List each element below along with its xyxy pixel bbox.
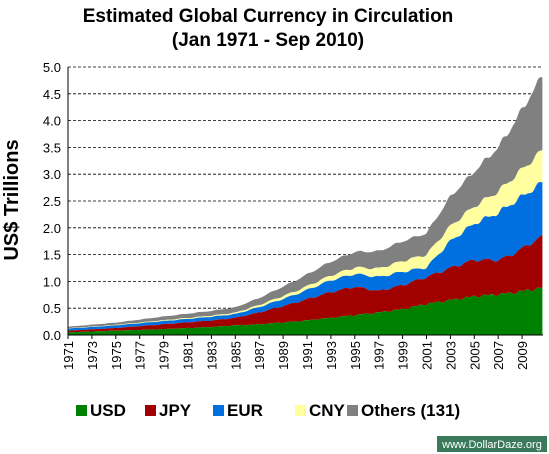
legend: USD JPY EUR CNY Others (131) bbox=[76, 401, 460, 420]
y-axis-label: US$ Trillions bbox=[1, 139, 23, 260]
x-tick-label: 2009 bbox=[515, 341, 530, 370]
y-tick-label: 5.0 bbox=[43, 60, 61, 75]
x-tick-label: 1981 bbox=[180, 341, 195, 370]
y-tick-label: 0.0 bbox=[43, 328, 61, 343]
x-tick-label: 2005 bbox=[467, 341, 482, 370]
y-tick-label: 3.0 bbox=[43, 167, 61, 182]
y-tick-label: 1.0 bbox=[43, 274, 61, 289]
x-tick-label: 1999 bbox=[396, 341, 411, 370]
x-tick-label: 1979 bbox=[157, 341, 172, 370]
legend-swatch bbox=[76, 405, 87, 416]
legend-swatch bbox=[213, 405, 224, 416]
x-tick-label: 1973 bbox=[85, 341, 100, 370]
x-tick-label: 1991 bbox=[300, 341, 315, 370]
x-tick-label: 1993 bbox=[324, 341, 339, 370]
legend-swatch bbox=[145, 405, 156, 416]
x-tick-label: 1987 bbox=[252, 341, 267, 370]
x-tick-label: 2003 bbox=[443, 341, 458, 370]
chart-subtitle: (Jan 1971 - Sep 2010) bbox=[172, 30, 364, 51]
axes bbox=[67, 67, 543, 336]
x-tick-label: 2007 bbox=[491, 341, 506, 370]
x-tick-label: 1975 bbox=[109, 341, 124, 370]
legend-label: USD bbox=[90, 401, 126, 420]
area-eur bbox=[68, 182, 543, 331]
area-cny bbox=[68, 150, 543, 329]
legend-label: CNY bbox=[309, 401, 346, 420]
legend-swatch bbox=[295, 405, 306, 416]
x-tick-label: 1997 bbox=[372, 341, 387, 370]
x-tick-label: 2001 bbox=[419, 341, 434, 370]
x-tick-label: 1971 bbox=[61, 341, 76, 370]
legend-label: JPY bbox=[159, 401, 192, 420]
area-usd bbox=[68, 287, 543, 335]
x-tick-label: 1989 bbox=[276, 341, 291, 370]
y-tick-label: 0.5 bbox=[43, 301, 61, 316]
y-tick-labels: 0.0 0.5 1.0 1.5 2.0 2.5 3.0 3.5 4.0 4.5 5.0 bbox=[43, 60, 61, 343]
y-tick-label: 1.5 bbox=[43, 248, 61, 263]
x-tick-labels: 1971 1973 1975 1977 1979 1981 1983 1985 1987 1989… bbox=[61, 335, 530, 370]
credit-badge bbox=[437, 436, 547, 452]
y-tick-label: 2.5 bbox=[43, 194, 61, 209]
x-tick-label: 1995 bbox=[348, 341, 363, 370]
legend-label: EUR bbox=[227, 401, 263, 420]
x-tick-label: 1985 bbox=[228, 341, 243, 370]
credit-text: www.DollarDaze.org bbox=[441, 439, 542, 451]
area-others-131 bbox=[68, 77, 543, 329]
x-tick-label: 1983 bbox=[204, 341, 219, 370]
legend-label: Others (131) bbox=[361, 401, 460, 420]
chart-title: Estimated Global Currency in Circulation bbox=[83, 6, 454, 27]
area-jpy bbox=[68, 234, 543, 333]
legend-swatch bbox=[347, 405, 358, 416]
y-tick-label: 3.5 bbox=[43, 140, 61, 155]
y-tick-label: 4.5 bbox=[43, 87, 61, 102]
y-tick-label: 2.0 bbox=[43, 221, 61, 236]
x-tick-label: 1977 bbox=[133, 341, 148, 370]
area-series bbox=[68, 77, 543, 335]
y-tick-label: 4.0 bbox=[43, 114, 61, 129]
